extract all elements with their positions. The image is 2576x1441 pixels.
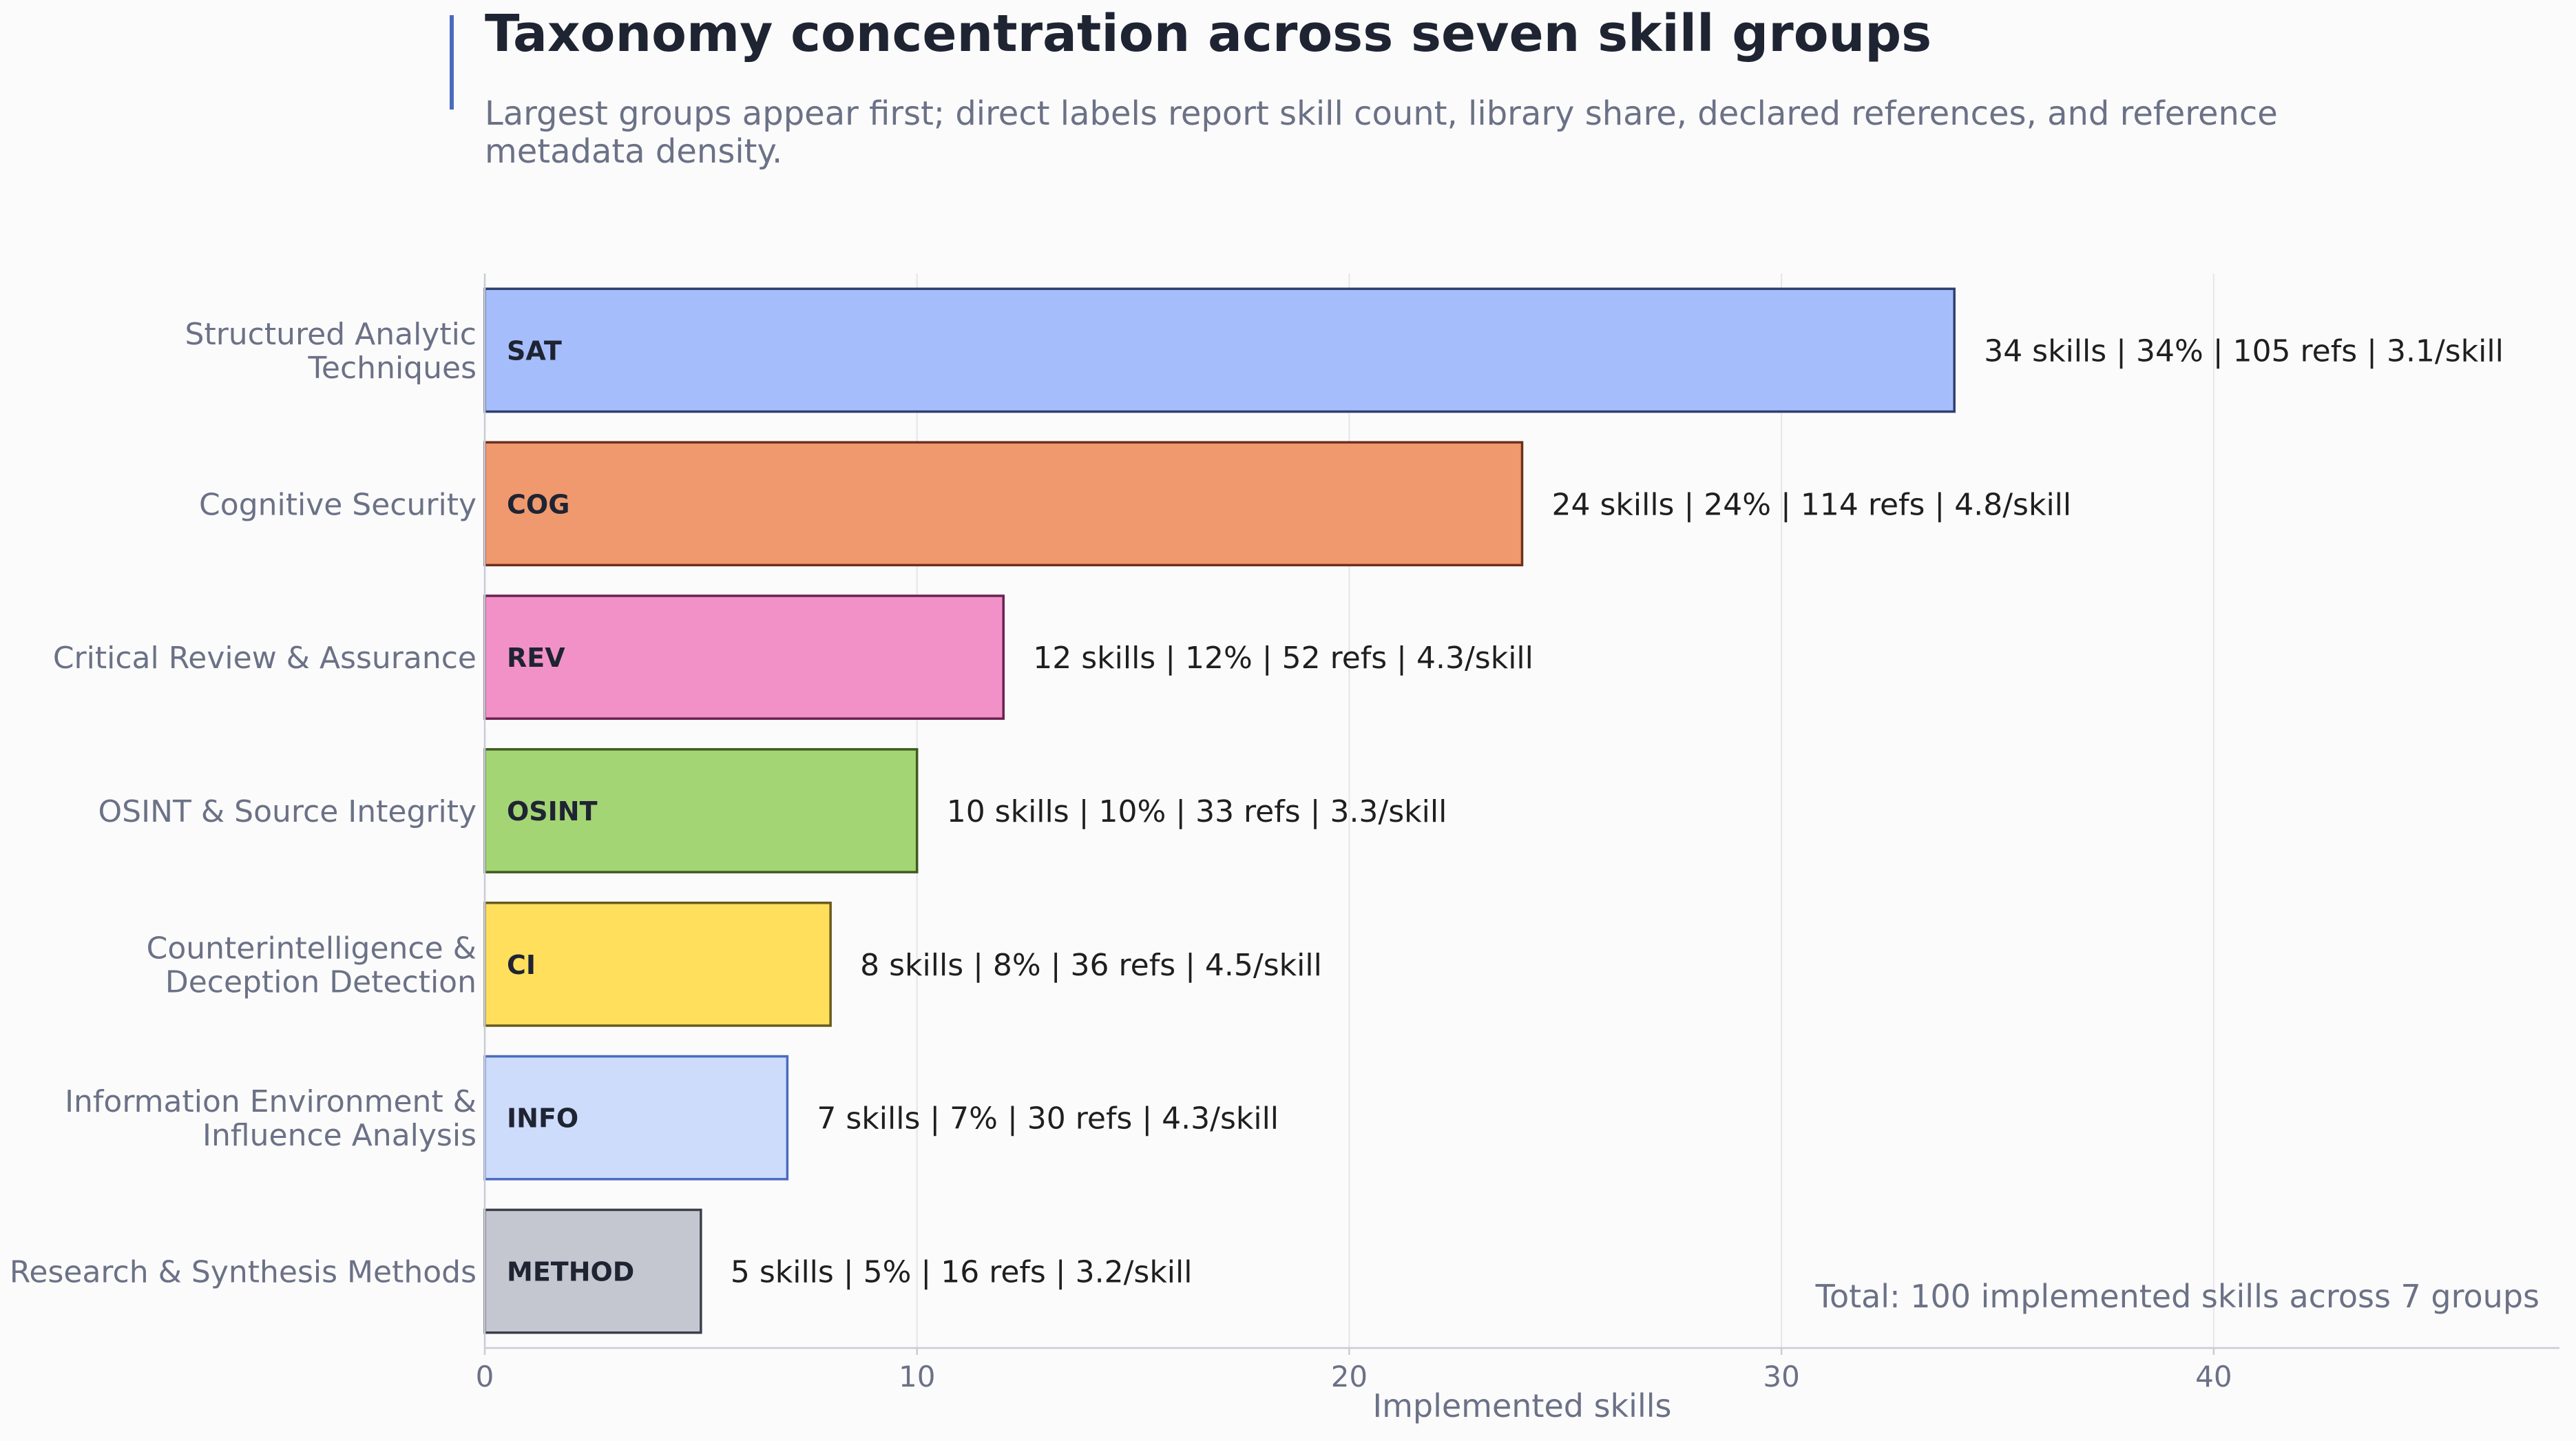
- bar-value-label: 8 skills | 8% | 36 refs | 4.5/skill: [860, 948, 1322, 983]
- x-tick-label: 20: [1331, 1360, 1368, 1393]
- category-label: OSINT & Source Integrity: [98, 794, 477, 829]
- bar-code-label: SAT: [507, 335, 562, 366]
- bar-code-label: OSINT: [507, 796, 598, 827]
- x-axis-title: Implemented skills: [1373, 1387, 1672, 1424]
- bar: [483, 1208, 702, 1334]
- category-label: Cognitive Security: [199, 487, 477, 522]
- category-label: Research & Synthesis Methods: [10, 1255, 477, 1290]
- bar-code-label: REV: [507, 643, 565, 673]
- bar: [483, 594, 1005, 720]
- x-tick-label: 10: [899, 1360, 935, 1393]
- category-label: Deception Detection: [165, 964, 477, 999]
- bar-code-label: COG: [507, 489, 569, 519]
- bar-value-label: 24 skills | 24% | 114 refs | 4.8/skill: [1552, 487, 2072, 522]
- bar-value-label: 10 skills | 10% | 33 refs | 3.3/skill: [947, 794, 1447, 829]
- category-label: Counterintelligence &: [147, 931, 477, 966]
- category-label: Techniques: [308, 351, 477, 386]
- x-tick-label: 30: [1763, 1360, 1799, 1393]
- category-label: Information Environment &: [65, 1084, 477, 1119]
- labels: SAT 34 skills | 34% | 105 refs | 3.1/skil…: [10, 317, 2504, 1290]
- bars: [483, 287, 1956, 1334]
- bar-value-label: 12 skills | 12% | 52 refs | 4.3/skill: [1033, 641, 1533, 676]
- bar: [483, 748, 919, 873]
- title-accent-bar: [450, 15, 454, 110]
- bar-code-label: CI: [507, 950, 536, 980]
- bar: [483, 441, 1524, 567]
- chart-title: Taxonomy concentration across seven skil…: [485, 4, 1932, 63]
- chart-subtitle: Largest groups appear first; direct labe…: [485, 94, 2278, 171]
- category-label: Structured Analytic: [185, 317, 477, 352]
- bar-code-label: METHOD: [507, 1257, 634, 1287]
- category-label: Critical Review & Assurance: [53, 641, 477, 676]
- x-tick-label: 0: [476, 1360, 494, 1393]
- axes: 0 10 20 30 40 Implemented skills Total: 100 im…: [476, 273, 2559, 1424]
- category-label: Influence Analysis: [202, 1118, 477, 1153]
- bar-code-label: INFO: [507, 1103, 578, 1134]
- bar: [483, 287, 1956, 413]
- total-annotation: Total: 100 implemented skills across 7 g…: [1815, 1278, 2540, 1315]
- bar: [483, 901, 832, 1027]
- x-tick-label: 40: [2195, 1360, 2232, 1393]
- bar-value-label: 34 skills | 34% | 105 refs | 3.1/skill: [1984, 333, 2504, 369]
- bar-value-label: 7 skills | 7% | 30 refs | 4.3/skill: [817, 1101, 1279, 1137]
- bar-value-label: 5 skills | 5% | 16 refs | 3.2/skill: [731, 1255, 1193, 1290]
- bar: [483, 1055, 789, 1181]
